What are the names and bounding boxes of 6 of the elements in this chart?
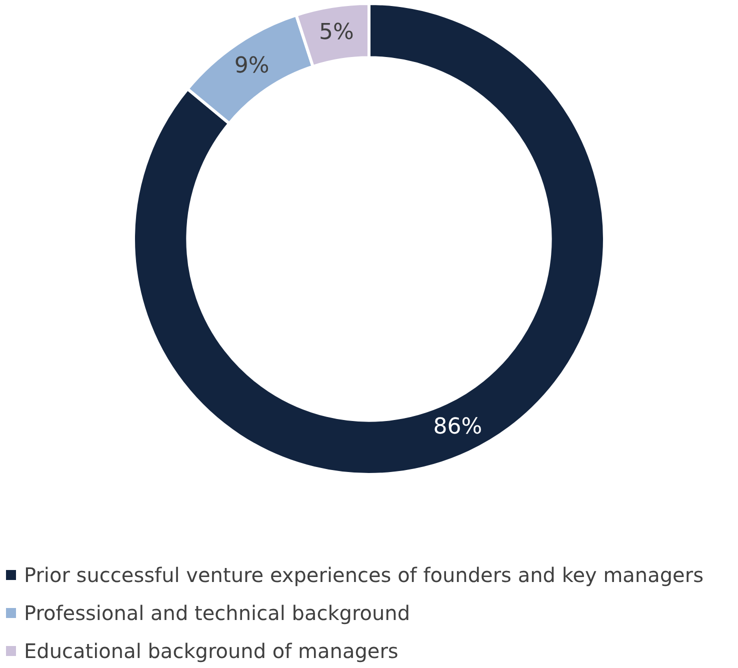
data-label: 86% [433,414,482,440]
legend-label: Professional and technical background [24,601,410,625]
data-label: 5% [318,20,354,45]
legend-label: Prior successful venture experiences of founders and key managers [24,563,704,587]
data-label: 9% [234,53,270,78]
legend-label: Educational background of managers [24,639,398,663]
